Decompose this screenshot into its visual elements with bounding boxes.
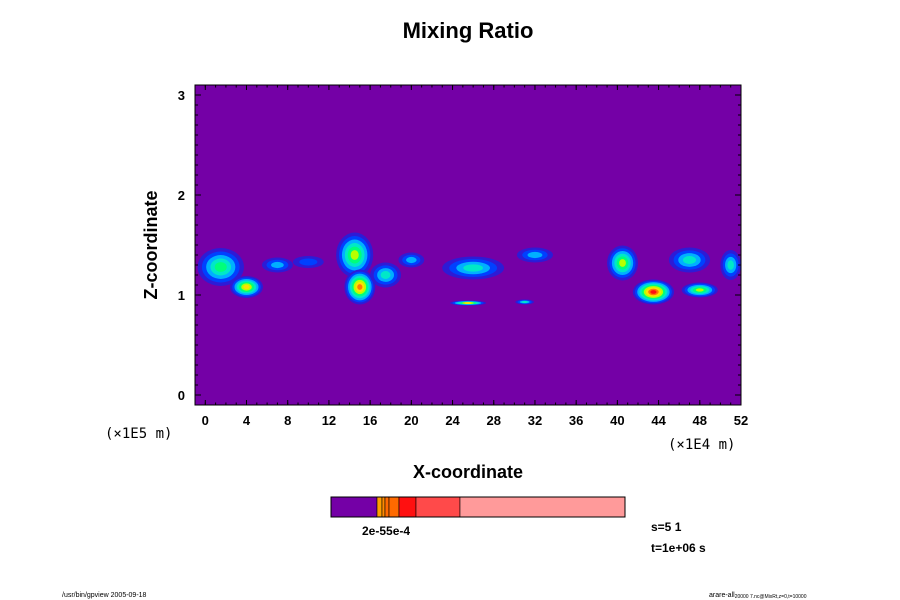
colorbar-segment (330, 496, 378, 518)
cloud-blob (442, 256, 505, 280)
x-tick-label: 24 (445, 413, 460, 428)
x-tick-label: 36 (569, 413, 583, 428)
contour-level (682, 256, 697, 264)
x-tick-label: 48 (693, 413, 707, 428)
contour-level (380, 271, 391, 279)
footer-right: arare-all20000 7.nc@MixRt,z=0,t=10000 (709, 592, 807, 600)
cloud-blob (370, 262, 402, 288)
cloud-blob (607, 245, 638, 281)
contour-level (243, 284, 250, 290)
x-tick-label: 0 (202, 413, 209, 428)
y-tick-label: 0 (178, 388, 185, 403)
contour-level (463, 264, 483, 272)
x-tick-label: 44 (651, 413, 666, 428)
colorbar-segment (376, 496, 383, 518)
colorbar-segment (398, 496, 417, 518)
contour-level (695, 288, 704, 292)
cloud-blob (261, 257, 293, 273)
x-tick-label: 4 (243, 413, 251, 428)
cloud-blob (344, 269, 376, 305)
contour-level (271, 261, 284, 269)
cloud-blob (292, 256, 324, 268)
contour-level (464, 302, 472, 304)
cloud-blob (398, 252, 425, 268)
contour-level (619, 259, 626, 267)
y-scale-note: (×1E5 m) (105, 426, 172, 442)
y-tick-label: 3 (178, 88, 185, 103)
colorbar-segment (381, 496, 386, 518)
contour-level (521, 301, 528, 303)
t-label: t=1e+06 s (651, 541, 706, 555)
colorbar-segment (384, 496, 390, 518)
contour-level (727, 260, 734, 270)
contour-level (299, 258, 318, 266)
y-tick-label: 1 (178, 288, 185, 303)
cloud-blob (449, 300, 487, 306)
x-tick-label: 28 (487, 413, 501, 428)
cloud-blob (516, 247, 553, 263)
colorbar-segment (388, 496, 400, 518)
cloud-blob (230, 276, 263, 298)
colorbar-segment (459, 496, 626, 518)
footer-right-main: arare-all (709, 592, 735, 599)
x-axis-title: X-coordinate (413, 462, 523, 482)
x-tick-label: 20 (404, 413, 418, 428)
contour-level (527, 251, 543, 259)
contour-level (650, 290, 657, 294)
field-group (197, 232, 741, 306)
colorbar-frame (330, 496, 626, 518)
x-tick-label: 16 (363, 413, 377, 428)
cloud-blob (681, 282, 718, 298)
cloud-blob (668, 247, 711, 273)
colorbar (330, 496, 626, 518)
chart-title: Mixing Ratio (403, 18, 534, 43)
s-label: s=5 1 (651, 520, 682, 534)
x-tick-label: 52 (734, 413, 748, 428)
y-tick-label: 2 (178, 188, 185, 203)
contour-level (357, 284, 363, 290)
cloud-blob (720, 250, 741, 280)
x-tick-label: 32 (528, 413, 542, 428)
contour-level (350, 250, 359, 260)
contour-level (214, 262, 227, 272)
colorbar-segment (415, 496, 461, 518)
x-tick-label: 8 (284, 413, 291, 428)
x-tick-label: 40 (610, 413, 624, 428)
cloud-blob (197, 248, 244, 286)
x-scale-note: (×1E4 m) (668, 437, 735, 453)
cloud-blob (632, 279, 675, 305)
footer-left: /usr/bin/gpview 2005-09-18 (62, 592, 147, 599)
plot-background (195, 85, 741, 405)
cloud-blob (515, 299, 534, 305)
footer-right-sub: 20000 7.nc@MixRt,z=0,t=10000 (735, 594, 807, 600)
cloud-blob (336, 232, 374, 278)
x-tick-label: 12 (322, 413, 336, 428)
colorbar-label-text: 2e-55e-4 (362, 524, 410, 538)
y-axis-title: Z-coordinate (141, 190, 161, 299)
contour-level (406, 256, 417, 264)
